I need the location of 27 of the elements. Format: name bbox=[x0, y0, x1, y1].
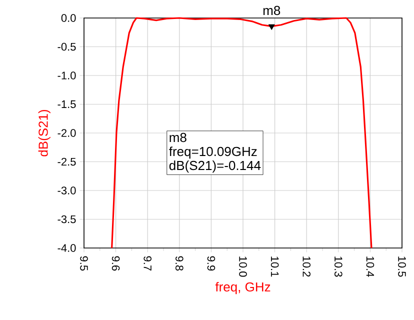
x-tick-label: 9.5 bbox=[80, 256, 88, 271]
x-tick-label: 9.9 bbox=[207, 256, 216, 271]
x-tick-label: 10.1 bbox=[270, 256, 279, 277]
y-tick-label: -4.0 bbox=[58, 244, 76, 252]
annotation: dB(S21)=-0.144 bbox=[169, 160, 261, 173]
y-axis-title: dB(S21) bbox=[38, 110, 50, 156]
line-series bbox=[111, 17, 372, 249]
x-tick-label: 9.6 bbox=[112, 256, 120, 271]
y-tick-label: -3.0 bbox=[58, 186, 76, 194]
y-tick-label: -3.5 bbox=[58, 215, 76, 224]
annotation: freq=10.09GHz bbox=[169, 146, 257, 159]
x-tick-label: 10.3 bbox=[334, 256, 342, 277]
annotation: m8 bbox=[170, 132, 186, 142]
y-tick-label: -1.5 bbox=[58, 100, 76, 108]
x-tick-label: 10.2 bbox=[302, 256, 311, 277]
x-tick-label: 10.4 bbox=[366, 256, 374, 277]
x-tick-label: 10.5 bbox=[398, 256, 406, 277]
annotation: m8 bbox=[263, 6, 280, 16]
y-tick-label: -2.5 bbox=[58, 158, 76, 166]
y-tick-label: -2.0 bbox=[58, 129, 76, 137]
x-tick-label: 10.0 bbox=[239, 256, 247, 277]
y-tick-label: -0.5 bbox=[58, 42, 76, 51]
x-tick-label: 9.7 bbox=[144, 256, 152, 271]
y-tick-label: -1.0 bbox=[58, 72, 76, 80]
x-tick-label: 9.8 bbox=[176, 256, 184, 271]
y-tick-label: 0.0 bbox=[61, 14, 76, 22]
x-axis-title: freq, GHz bbox=[215, 282, 270, 294]
